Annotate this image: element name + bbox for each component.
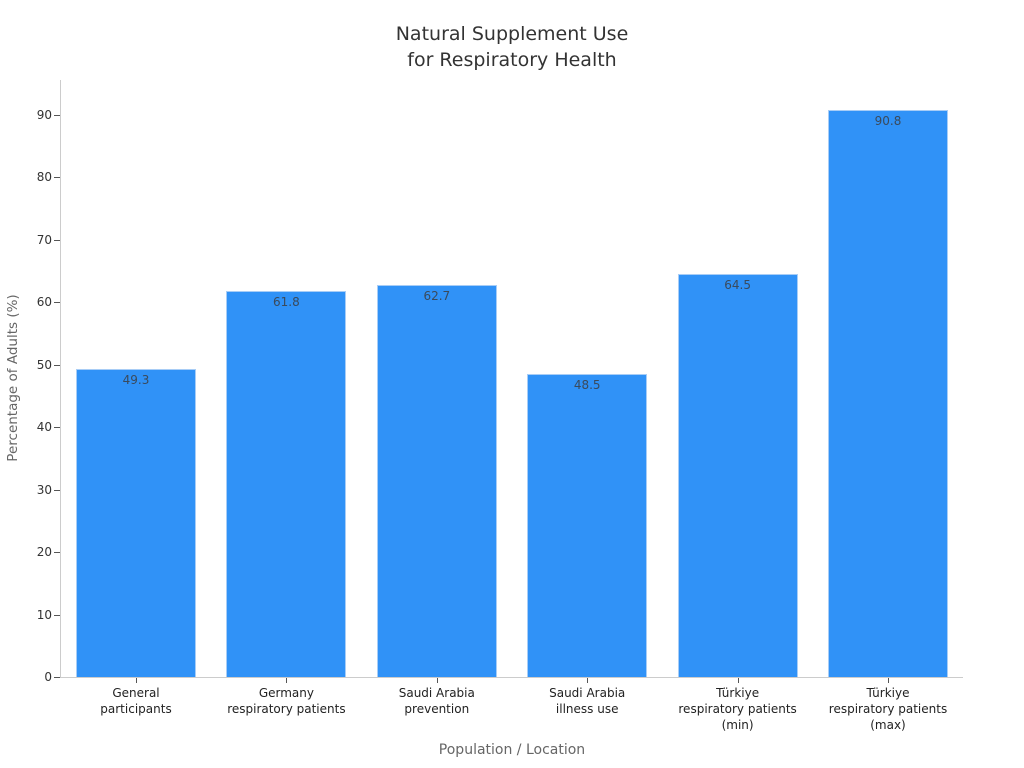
- x-tick-label-line: Türkiye: [716, 686, 760, 700]
- y-tick-mark: [54, 614, 60, 616]
- chart-title-line-1: Natural Supplement Use: [395, 23, 629, 45]
- x-tick-label-line: prevention: [404, 702, 470, 716]
- x-tick-label-line: illness use: [555, 702, 619, 716]
- y-axis-line: [60, 80, 61, 677]
- x-tick-mark: [587, 678, 589, 683]
- x-tick-label-line: Germany: [258, 686, 314, 700]
- y-tick-label: 10: [36, 607, 52, 622]
- bar[interactable]: 48.5: [527, 374, 648, 677]
- y-tick-label: 0: [44, 670, 52, 684]
- bar-value-label: 64.5: [724, 278, 751, 293]
- x-tick-label-line: Saudi Arabia: [398, 686, 475, 700]
- x-tick-label: Türkiye respiratory patients (max): [813, 685, 963, 733]
- bar[interactable]: 61.8: [226, 291, 347, 677]
- x-tick-label-line: (max): [870, 718, 906, 732]
- y-tick-label: 90: [36, 108, 52, 122]
- y-tick-mark: [54, 364, 60, 366]
- x-tick-label-line: Saudi Arabia: [549, 686, 626, 700]
- y-tick-mark: [54, 552, 60, 554]
- y-tick: 80: [0, 170, 60, 191]
- bar[interactable]: 90.8: [828, 110, 948, 677]
- y-tick: 0: [0, 670, 60, 691]
- bar[interactable]: 49.3: [76, 369, 196, 677]
- x-tick-label: Türkiye respiratory patients (min): [663, 685, 813, 733]
- bar-value-label: 90.8: [874, 114, 902, 128]
- y-tick-label: 30: [36, 482, 52, 497]
- x-tick-label: Saudi Arabia illness use: [512, 685, 662, 717]
- y-tick: 50: [0, 358, 60, 379]
- x-tick-label: General participants: [61, 685, 211, 717]
- x-axis-line: [60, 677, 963, 678]
- y-tick: 40: [0, 420, 60, 441]
- x-tick-label-line: respiratory patients: [227, 702, 346, 716]
- bar-value-label: 61.8: [273, 295, 300, 310]
- x-tick-label-line: participants: [100, 702, 172, 716]
- y-tick: 90: [0, 108, 60, 129]
- y-tick-label: 60: [36, 295, 52, 310]
- x-tick-label-line: General: [112, 686, 160, 700]
- y-tick: 20: [0, 545, 60, 566]
- y-tick-label: 40: [36, 420, 52, 435]
- x-tick-label: Saudi Arabia prevention: [362, 685, 512, 717]
- x-tick-mark: [136, 678, 137, 683]
- y-tick-mark: [54, 302, 60, 304]
- y-tick-label: 20: [36, 545, 52, 560]
- chart-title: Natural Supplement Use for Respiratory H…: [0, 21, 1024, 73]
- y-tick: 30: [0, 483, 60, 504]
- bar-value-label: 48.5: [573, 378, 601, 393]
- y-tick-label: 70: [36, 232, 52, 247]
- x-tick-label-line: respiratory patients: [828, 702, 948, 716]
- y-tick: 70: [0, 233, 60, 254]
- x-tick-label-line: respiratory patients: [678, 702, 797, 716]
- x-tick-mark: [888, 678, 889, 683]
- y-tick-mark: [54, 177, 60, 179]
- x-tick-label: Germany respiratory patients: [211, 685, 361, 717]
- y-tick-mark: [54, 489, 60, 491]
- bar[interactable]: 62.7: [376, 285, 497, 677]
- y-tick: 10: [0, 608, 60, 629]
- x-tick-label-line: (min): [721, 718, 754, 732]
- x-tick-label-line: Türkiye: [866, 686, 910, 700]
- y-tick-label: 80: [36, 170, 52, 185]
- y-tick-mark: [54, 677, 60, 678]
- y-tick: 60: [0, 295, 60, 316]
- y-tick-mark: [54, 427, 60, 429]
- bar-value-label: 49.3: [122, 373, 150, 388]
- x-tick-mark: [436, 678, 438, 683]
- x-tick-mark: [737, 678, 739, 683]
- x-tick-mark: [286, 678, 288, 683]
- y-tick-mark: [54, 239, 60, 241]
- x-axis-label: Population / Location: [438, 742, 586, 758]
- bar[interactable]: 64.5: [677, 274, 798, 677]
- bar-value-label: 62.7: [423, 289, 451, 304]
- y-tick-mark: [54, 115, 60, 116]
- y-tick-label: 50: [36, 357, 52, 372]
- chart-title-line-2: for Respiratory Health: [407, 49, 617, 71]
